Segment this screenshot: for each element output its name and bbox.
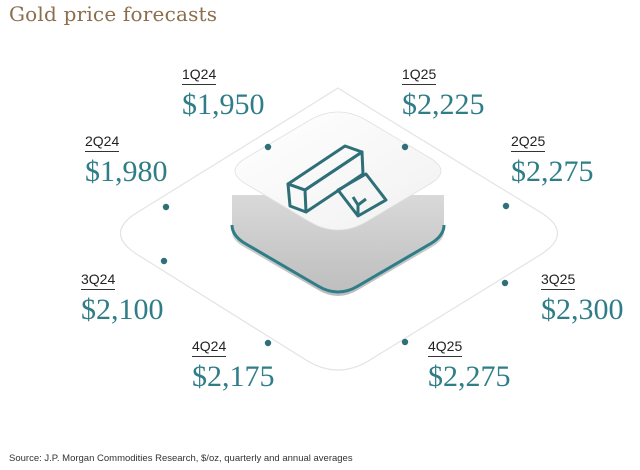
ring-dots [160, 143, 510, 347]
label-3q25: 3Q25 $2,300 [541, 271, 631, 326]
quarter-label: 3Q24 [81, 271, 116, 290]
label-2q24: 2Q24 $1,980 [85, 133, 175, 188]
dot-3q24 [160, 257, 168, 265]
ring-outline [120, 87, 558, 371]
quarter-label: 4Q24 [192, 338, 227, 357]
quarter-label: 1Q25 [402, 66, 437, 85]
quarter-label: 3Q25 [541, 271, 576, 290]
value-label: $1,950 [182, 88, 265, 121]
label-4q25: 4Q25 $2,275 [428, 338, 518, 393]
value-label: $2,275 [428, 360, 511, 393]
quarter-label: 4Q25 [428, 338, 463, 357]
value-label: $2,300 [541, 293, 624, 326]
dot-1q24 [264, 143, 272, 151]
value-label: $1,980 [85, 155, 168, 188]
quarter-label: 1Q24 [182, 66, 217, 85]
dot-3q25 [501, 279, 509, 287]
value-label: $2,100 [81, 293, 164, 326]
quarter-label: 2Q24 [85, 133, 120, 152]
value-label: $2,275 [511, 155, 594, 188]
value-label: $2,225 [402, 88, 485, 121]
platform-rim [230, 224, 446, 294]
value-label: $2,175 [192, 360, 275, 393]
page-title: Gold price forecasts [9, 2, 218, 26]
quarter-label: 2Q25 [511, 133, 546, 152]
platform-side [232, 195, 444, 296]
dot-4q24 [264, 339, 272, 347]
dot-4q25 [401, 338, 409, 346]
label-2q25: 2Q25 $2,275 [511, 133, 601, 188]
dot-2q24 [162, 203, 170, 211]
label-3q24: 3Q24 $2,100 [81, 271, 171, 326]
label-1q24: 1Q24 $1,950 [182, 66, 272, 121]
label-1q25: 1Q25 $2,225 [402, 66, 492, 121]
source-note: Source: J.P. Morgan Commodities Research… [9, 453, 353, 464]
dot-2q25 [502, 202, 510, 210]
gold-bars-icon [286, 144, 388, 218]
dot-1q25 [401, 143, 409, 151]
label-4q24: 4Q24 $2,175 [192, 338, 282, 393]
